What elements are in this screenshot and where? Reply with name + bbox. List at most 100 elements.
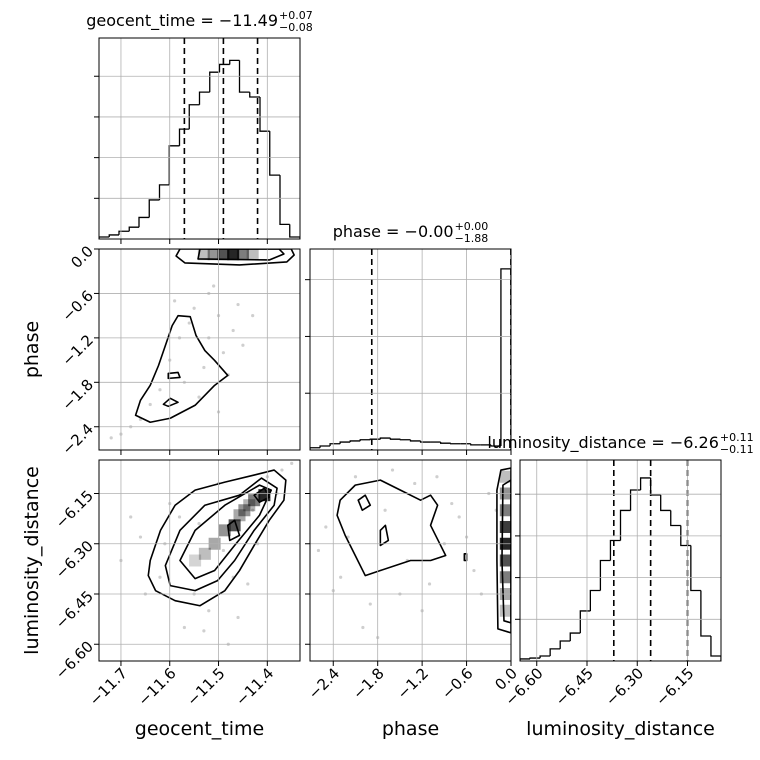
panel-frame bbox=[98, 459, 301, 662]
hist-bin bbox=[379, 437, 391, 440]
x-tick-label: −11.5 bbox=[183, 664, 228, 709]
hist-bin bbox=[700, 590, 711, 637]
sample-point bbox=[246, 582, 250, 586]
x-axis-label: luminosity_distance bbox=[526, 718, 715, 740]
panel: −11.7 −11.6 −11.5 −11.4 −6.60 −6.45 −6.30 −6.15 bbox=[52, 459, 301, 710]
density-cell bbox=[198, 547, 211, 560]
sample-point bbox=[368, 602, 372, 606]
contour bbox=[175, 249, 295, 266]
contour bbox=[179, 484, 273, 580]
hist-bin bbox=[690, 545, 701, 592]
x-tick-label: −11.4 bbox=[232, 664, 277, 709]
hist-bin bbox=[439, 442, 451, 444]
sample-point bbox=[251, 508, 255, 512]
x-tick-label: −11.7 bbox=[86, 664, 131, 709]
hist-bin bbox=[198, 91, 210, 105]
hist-bin bbox=[138, 216, 150, 228]
contour bbox=[162, 397, 179, 408]
hist-bin bbox=[650, 477, 661, 496]
sample-point bbox=[390, 468, 395, 472]
sample-point bbox=[361, 625, 365, 630]
sample-point bbox=[316, 548, 321, 553]
sample-point bbox=[231, 328, 235, 333]
panel-frame bbox=[309, 459, 512, 662]
hist-bin bbox=[629, 489, 641, 511]
hist-bin bbox=[599, 559, 611, 591]
hist-bin bbox=[569, 632, 581, 641]
hist-bin bbox=[609, 539, 621, 561]
hist-bin bbox=[310, 447, 321, 450]
hist-bin bbox=[639, 477, 651, 491]
density-cell bbox=[499, 521, 511, 533]
panel-frame bbox=[519, 459, 722, 662]
sample-point bbox=[457, 515, 461, 519]
hist-bin bbox=[279, 175, 290, 226]
sample-point bbox=[177, 515, 182, 519]
density-cell bbox=[499, 571, 511, 584]
sample-point bbox=[280, 468, 284, 472]
hist-bin bbox=[218, 63, 230, 73]
y-tick-label: −0.6 bbox=[59, 287, 97, 325]
contour bbox=[164, 477, 278, 592]
y-tick-label: −6.30 bbox=[52, 537, 97, 582]
sample-point bbox=[158, 575, 162, 579]
y-axis-label: luminosity_distance bbox=[21, 466, 43, 655]
hist-bin bbox=[269, 131, 280, 176]
panel-data bbox=[119, 461, 294, 646]
hist-bin bbox=[589, 589, 601, 611]
hist-bin bbox=[188, 104, 200, 130]
title-lower: −0.11 bbox=[720, 443, 754, 456]
title-upper: +0.11 bbox=[720, 431, 754, 444]
sample-point bbox=[472, 568, 476, 573]
density-cell bbox=[197, 249, 210, 261]
sample-point bbox=[221, 548, 226, 553]
x-tick-label: −6.45 bbox=[552, 664, 597, 709]
panel-frame bbox=[309, 248, 512, 451]
density-cell bbox=[499, 604, 511, 617]
contour bbox=[134, 314, 229, 424]
hist-bin bbox=[349, 440, 361, 443]
hist-bin bbox=[680, 525, 691, 547]
y-tick-label: 0.0 bbox=[67, 242, 97, 272]
y-tick-label: −2.4 bbox=[59, 420, 97, 458]
hist-bin bbox=[118, 230, 130, 235]
contour bbox=[147, 469, 287, 607]
hist-bin bbox=[329, 443, 341, 447]
hist-bin bbox=[178, 128, 190, 146]
contour bbox=[226, 519, 241, 542]
panel: −2.4 −1.8 −1.2 −0.6 0.0 bbox=[59, 242, 301, 459]
y-tick-label: −6.60 bbox=[52, 638, 97, 683]
y-tick-label: −6.45 bbox=[52, 587, 97, 632]
hist-bin bbox=[670, 510, 681, 527]
sample-point bbox=[202, 629, 206, 633]
density-cell bbox=[236, 249, 249, 261]
sample-point bbox=[197, 522, 201, 526]
x-axis-label: phase bbox=[382, 718, 439, 740]
sample-point bbox=[202, 365, 206, 370]
contour bbox=[379, 524, 390, 547]
hist-bin bbox=[108, 234, 120, 237]
hist-bin bbox=[128, 226, 140, 232]
title-lower: −1.88 bbox=[455, 232, 489, 245]
density-cell bbox=[499, 470, 511, 483]
density-cell bbox=[217, 249, 230, 261]
sample-point bbox=[413, 481, 417, 486]
sample-point bbox=[241, 343, 245, 347]
y-tick-label: −1.8 bbox=[59, 376, 97, 414]
sample-point bbox=[212, 284, 216, 288]
density-cell bbox=[207, 249, 220, 261]
hist-bin bbox=[490, 444, 501, 447]
sample-point bbox=[187, 321, 191, 325]
title-lower: −0.08 bbox=[279, 21, 313, 34]
hist-bin bbox=[559, 640, 571, 649]
hist-bin bbox=[249, 92, 260, 98]
contour bbox=[167, 371, 181, 380]
sample-point bbox=[435, 475, 439, 479]
contour bbox=[253, 487, 271, 504]
hist-bin bbox=[339, 441, 351, 444]
density-cell bbox=[227, 249, 240, 261]
x-tick-label: −6.30 bbox=[602, 664, 647, 709]
x-tick-label: −6.15 bbox=[652, 664, 697, 709]
hist-bin bbox=[359, 439, 371, 441]
